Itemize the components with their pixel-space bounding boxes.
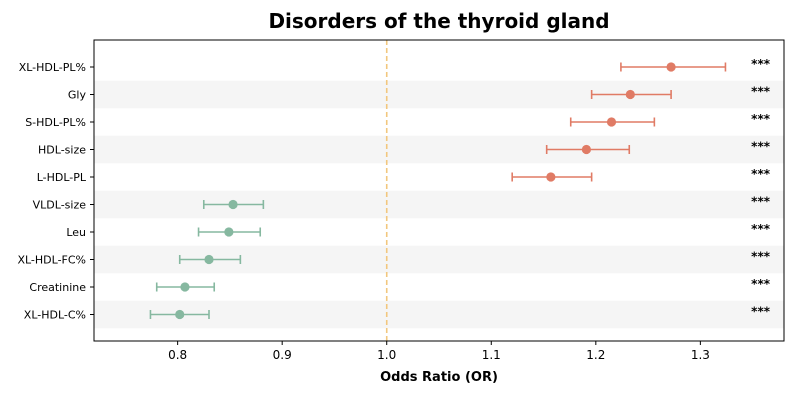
y-tick-label: Creatinine xyxy=(29,281,86,294)
y-tick-label: HDL-size xyxy=(38,144,86,157)
significance-label: *** xyxy=(751,250,771,264)
significance-label: *** xyxy=(751,112,771,126)
point-estimate xyxy=(666,62,676,72)
significance-label: *** xyxy=(751,140,771,154)
axes-frame xyxy=(93,39,785,342)
point-estimate xyxy=(606,117,617,127)
point-estimate xyxy=(224,227,234,237)
significance-label: *** xyxy=(751,305,771,319)
significance-label: *** xyxy=(751,195,771,209)
x-tick-label: 0.8 xyxy=(168,348,187,362)
point-estimate xyxy=(175,309,185,320)
row-band xyxy=(94,135,784,164)
x-tick-label: 1.0 xyxy=(377,348,396,362)
x-tick-label: 0.9 xyxy=(273,348,292,362)
point-estimate xyxy=(204,254,214,265)
row-band xyxy=(94,190,784,219)
x-tick-label: 1.1 xyxy=(482,348,501,362)
y-tick-label: L-HDL-PL xyxy=(37,171,87,184)
y-tick-label: XL-HDL-C% xyxy=(24,309,86,322)
point-estimate xyxy=(228,199,238,210)
chart-title: Disorders of the thyroid gland xyxy=(268,9,610,33)
row-band xyxy=(94,80,784,109)
point-estimate xyxy=(546,172,556,182)
point-estimate xyxy=(180,282,190,292)
x-tick-label: 1.3 xyxy=(691,348,710,362)
significance-label: *** xyxy=(751,85,771,99)
significance-label: *** xyxy=(751,167,771,181)
significance-label: *** xyxy=(751,222,771,236)
y-tick-label: Leu xyxy=(66,226,86,239)
y-tick-label: XL-HDL-FC% xyxy=(17,254,86,267)
y-tick-label: S-HDL-PL% xyxy=(25,116,86,129)
y-tick-label: Gly xyxy=(68,89,87,102)
significance-label: *** xyxy=(751,277,771,291)
y-tick-label: VLDL-size xyxy=(33,199,87,212)
y-tick-label: XL-HDL-PL% xyxy=(19,61,86,74)
point-estimate xyxy=(625,89,635,100)
significance-label: *** xyxy=(751,57,771,71)
point-estimate xyxy=(581,144,592,155)
x-tick-label: 1.2 xyxy=(586,348,605,362)
x-axis-label: Odds Ratio (OR) xyxy=(380,370,498,385)
